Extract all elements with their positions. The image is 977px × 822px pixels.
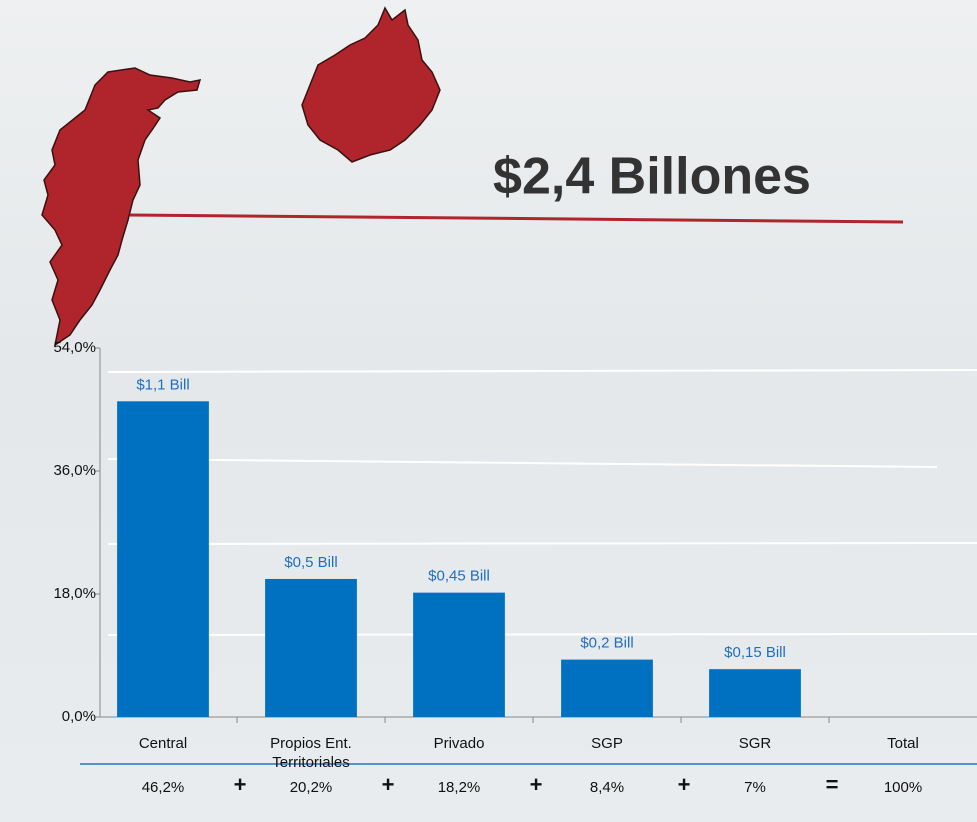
x-tick-label: Propios Ent. Territoriales — [270, 735, 352, 771]
value-label: 20,2% — [290, 779, 333, 796]
x-tick-label: Central — [138, 735, 188, 752]
bar — [561, 659, 653, 717]
decor-line — [107, 369, 977, 373]
bar — [413, 592, 505, 717]
y-tick-label: 0,0% — [62, 708, 96, 725]
operator: + — [678, 772, 691, 797]
value-label: 18,2% — [438, 779, 481, 796]
y-tick-label: 54,0% — [53, 339, 96, 356]
operator: + — [382, 772, 395, 797]
operator: = — [826, 772, 839, 797]
decor-line — [107, 633, 977, 636]
bar — [265, 578, 357, 717]
amount-label: $0,2 Bill — [580, 635, 633, 652]
amount-label: $1,1 Bill — [136, 376, 189, 393]
operator: + — [530, 772, 543, 797]
bar — [709, 669, 801, 717]
map-left — [41, 67, 202, 347]
operator: + — [234, 772, 247, 797]
decor-line — [107, 458, 938, 468]
title-rule — [129, 213, 904, 224]
bar — [117, 401, 209, 717]
chart-title: $2,4 Billones — [493, 148, 811, 206]
y-tick-label: 36,0% — [53, 462, 96, 479]
amount-label: $0,45 Bill — [428, 568, 490, 585]
y-tick-label: 18,0% — [53, 585, 96, 602]
x-tick-label: SGR — [738, 735, 772, 752]
amount-label: $0,5 Bill — [284, 554, 337, 571]
x-tick-label: Total — [887, 735, 919, 752]
value-label: 7% — [744, 779, 766, 796]
decor-line — [107, 542, 977, 545]
x-tick-label: Privado — [433, 735, 485, 752]
map-right — [301, 6, 441, 163]
x-tick-label: SGP — [591, 735, 623, 752]
value-label: 8,4% — [590, 779, 624, 796]
amount-label: $0,15 Bill — [724, 644, 786, 661]
value-label: 100% — [884, 779, 922, 796]
background-lines — [107, 369, 977, 636]
value-label: 46,2% — [142, 779, 185, 796]
